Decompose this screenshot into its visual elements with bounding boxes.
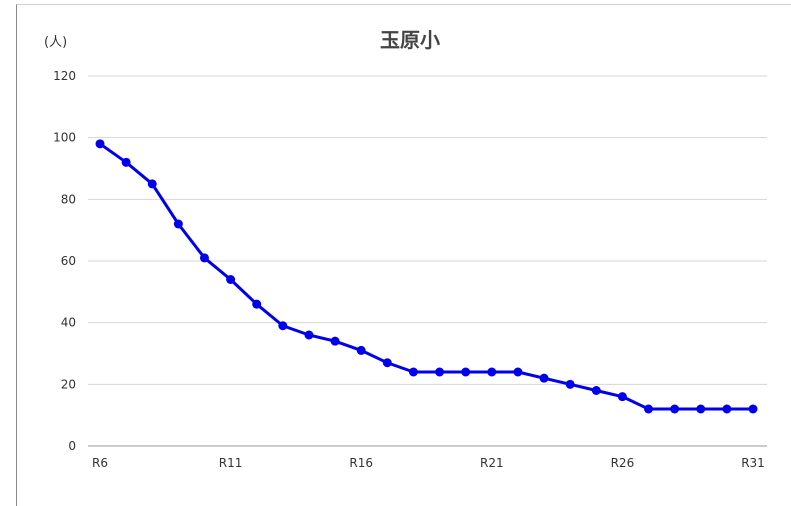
data-point-R11 <box>226 275 236 284</box>
x-tick-label: R16 <box>349 456 373 470</box>
y-tick-label: 120 <box>53 69 76 83</box>
data-point-R21 <box>487 367 497 377</box>
data-point-R31 <box>748 404 758 414</box>
data-point-R17 <box>382 358 392 368</box>
x-tick-label: R26 <box>611 456 635 470</box>
data-point-R25 <box>591 386 601 395</box>
data-point-R20 <box>461 367 471 377</box>
data-point-R27 <box>644 404 654 414</box>
y-tick-label: 100 <box>53 131 76 145</box>
y-tick-label: 60 <box>61 254 76 268</box>
data-point-R19 <box>435 367 445 377</box>
data-point-R23 <box>539 373 549 383</box>
y-tick-label: 20 <box>61 377 76 391</box>
series-group <box>95 139 758 414</box>
data-point-R8 <box>147 179 157 189</box>
data-point-R12 <box>252 299 262 309</box>
data-point-R7 <box>121 157 131 167</box>
chart-frame <box>16 4 791 506</box>
x-tick-label: R31 <box>741 456 765 470</box>
y-tick-label: 40 <box>61 316 76 330</box>
data-point-R24 <box>565 379 575 389</box>
gridlines <box>88 75 767 447</box>
x-tick-labels: R6 R11 R16 R21 R26 R31 <box>92 456 765 470</box>
data-point-R6 <box>95 139 105 149</box>
chart-title: 玉原小 <box>380 28 440 52</box>
data-point-R10 <box>199 253 209 263</box>
y-tick-labels: 0 20 40 60 80 100 120 <box>53 69 76 453</box>
data-point-R28 <box>670 404 680 414</box>
data-point-R26 <box>617 392 627 402</box>
y-tick-label: 80 <box>61 192 76 206</box>
data-point-R15 <box>330 336 340 346</box>
data-point-R29 <box>696 404 706 414</box>
data-point-R14 <box>304 330 314 340</box>
data-point-R18 <box>408 367 418 377</box>
data-point-R30 <box>722 404 732 414</box>
x-tick-label: R6 <box>92 456 108 470</box>
series-line <box>99 142 753 411</box>
y-unit-label: (人) <box>44 35 67 50</box>
data-point-R16 <box>356 345 366 355</box>
x-tick-label: R11 <box>219 456 243 470</box>
data-point-R9 <box>173 219 183 229</box>
y-tick-label: 0 <box>68 439 76 453</box>
data-point-R13 <box>278 321 288 331</box>
x-tick-label: R21 <box>480 456 504 470</box>
data-point-R22 <box>513 367 523 377</box>
